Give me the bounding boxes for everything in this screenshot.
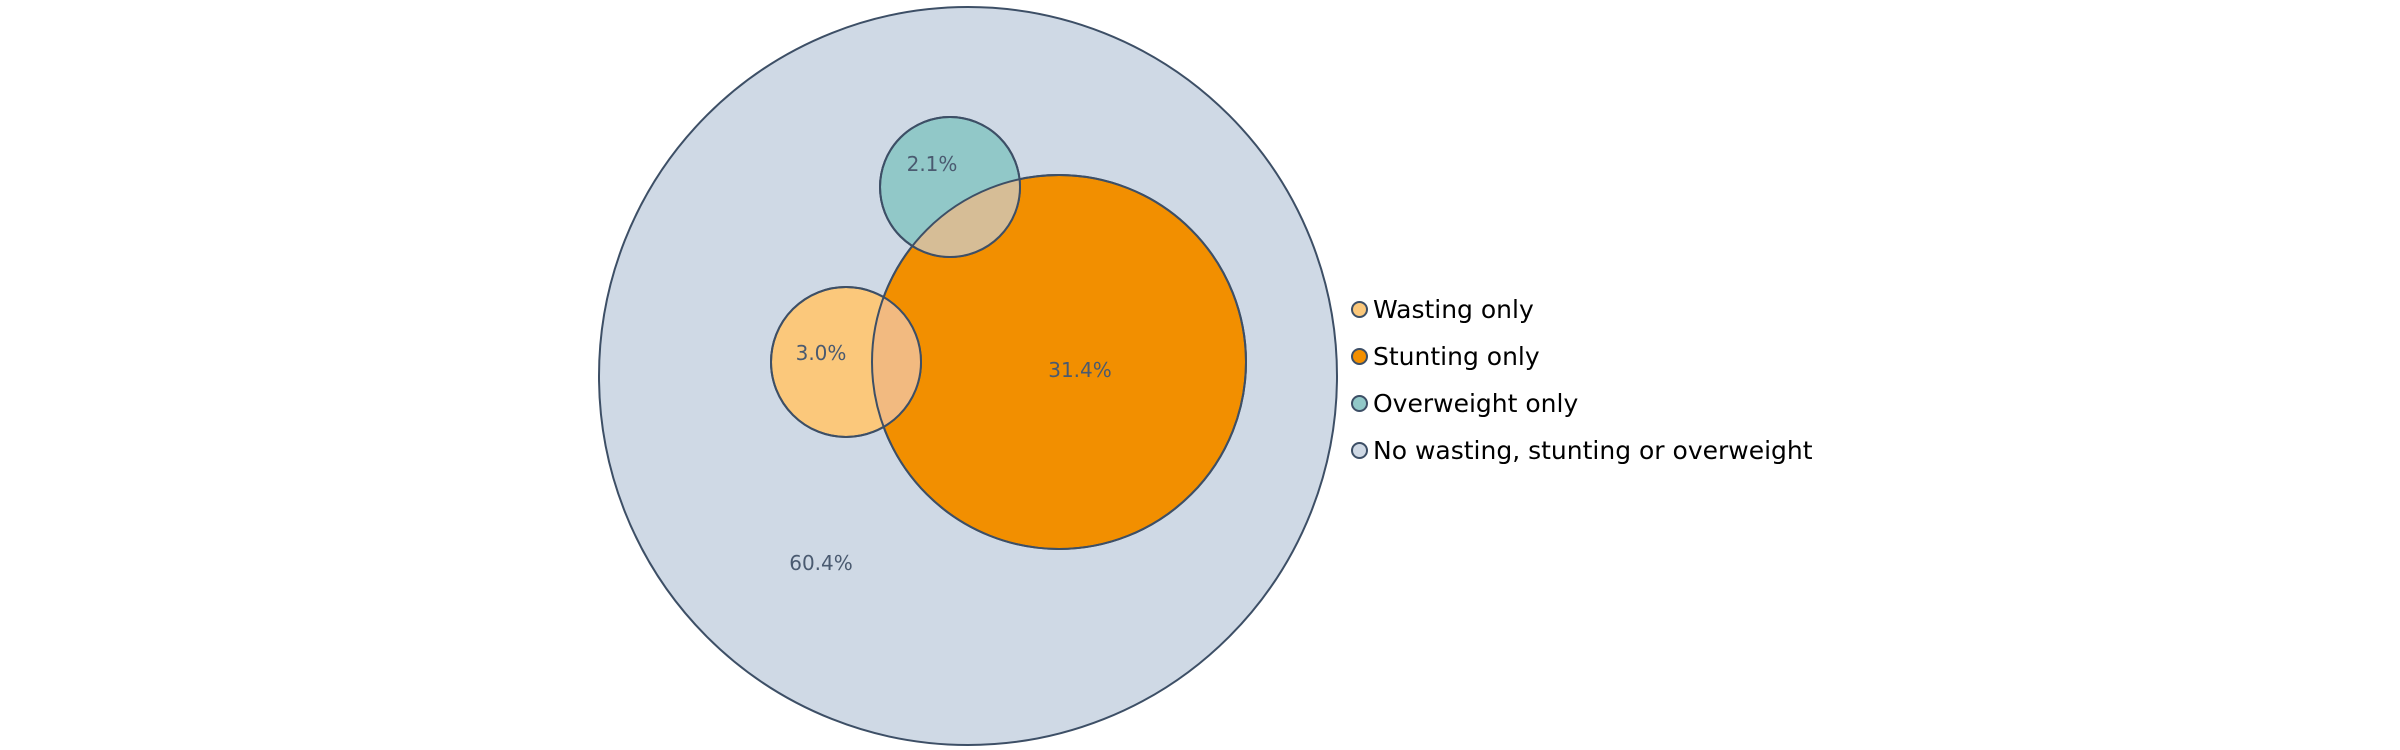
legend-item-none: No wasting, stunting or overweight — [1351, 427, 1813, 474]
label-stunting: 31.4% — [1048, 358, 1112, 382]
label-no-wasting: 60.4% — [789, 551, 853, 575]
outline-wasting — [770, 286, 922, 438]
legend-label-none: No wasting, stunting or overweight — [1373, 436, 1813, 465]
legend-label-overweight: Overweight only — [1373, 389, 1579, 418]
legend-swatch-wasting — [1351, 301, 1368, 318]
legend-label-stunting: Stunting only — [1373, 342, 1540, 371]
legend-item-overweight: Overweight only — [1351, 380, 1813, 427]
legend-swatch-stunting — [1351, 348, 1368, 365]
legend-item-stunting: Stunting only — [1351, 333, 1813, 380]
legend-item-wasting: Wasting only — [1351, 286, 1813, 333]
legend-swatch-none — [1351, 442, 1368, 459]
outline-overweight — [879, 116, 1021, 258]
outline-stunting — [871, 174, 1247, 550]
label-wasting: 3.0% — [796, 341, 847, 365]
legend: Wasting only Stunting only Overweight on… — [1351, 286, 1813, 474]
legend-swatch-overweight — [1351, 395, 1368, 412]
overlap-wasting-stunting — [872, 287, 921, 437]
legend-label-wasting: Wasting only — [1373, 295, 1534, 324]
label-overweight: 2.1% — [907, 152, 958, 176]
